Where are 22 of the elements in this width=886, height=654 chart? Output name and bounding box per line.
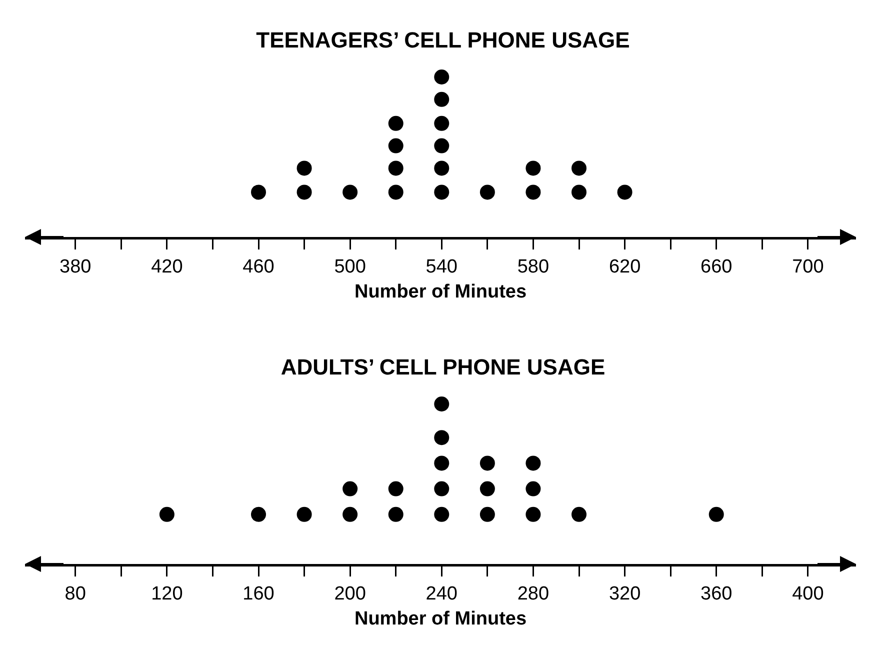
x-tick-label: 660 <box>700 256 732 278</box>
x-tick-label: 500 <box>334 256 366 278</box>
chart-title: TEENAGERS’ CELL PHONE USAGE <box>256 28 630 53</box>
x-tick-label: 420 <box>151 256 183 278</box>
x-axis-title: Number of Minutes <box>354 281 527 302</box>
x-tick-label: 160 <box>242 583 274 604</box>
chart-title: ADULTS’ CELL PHONE USAGE <box>280 354 606 380</box>
x-tick-label: 380 <box>60 256 92 278</box>
x-tick-label: 240 <box>426 583 458 604</box>
x-tick-label: 700 <box>792 256 824 278</box>
x-tick-label: 280 <box>517 583 550 604</box>
x-tick-label: 200 <box>334 583 366 604</box>
x-tick-label: 540 <box>426 256 458 278</box>
x-tick-label: 400 <box>792 583 824 604</box>
x-tick-label: 120 <box>151 583 183 604</box>
x-axis-title: Number of Minutes <box>354 608 527 630</box>
x-tick-label: 320 <box>608 583 641 604</box>
x-tick-label: 360 <box>700 583 732 604</box>
x-tick-label: 620 <box>608 256 641 278</box>
x-tick-label: 80 <box>64 583 86 604</box>
x-tick-label: 460 <box>242 256 274 278</box>
x-tick-label: 580 <box>517 256 550 278</box>
